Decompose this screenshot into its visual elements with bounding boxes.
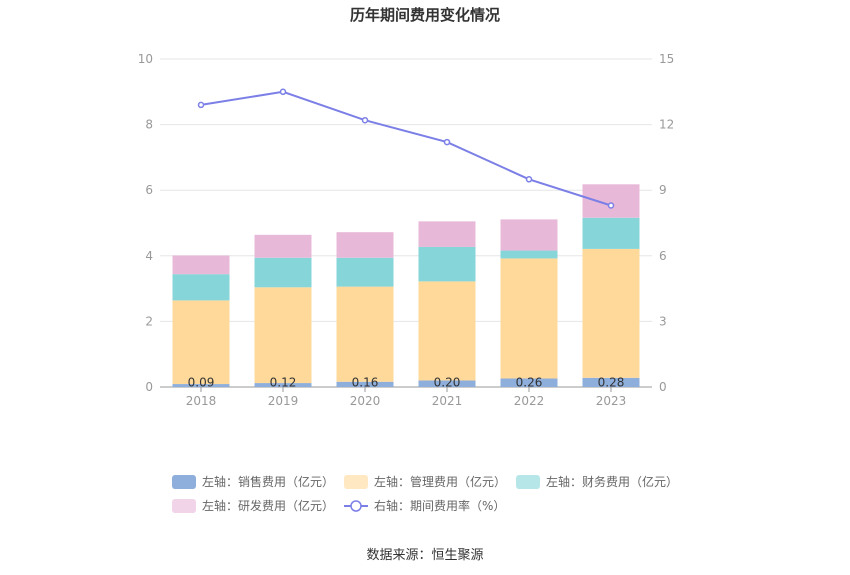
legend: 左轴：销售费用（亿元） 左轴：管理费用（亿元） 左轴：财务费用（亿元） 左轴：研发费用…	[172, 474, 678, 513]
bar-segment	[418, 281, 476, 381]
legend-line-marker	[350, 500, 362, 512]
y-right-tick-label: 9	[659, 183, 667, 197]
y-right-tick-label: 15	[659, 52, 674, 66]
legend-swatch	[172, 499, 196, 513]
x-tick-label: 2023	[596, 394, 627, 408]
y-left-tick-label: 2	[145, 314, 153, 328]
legend-swatch	[344, 475, 368, 489]
line-point	[197, 101, 205, 109]
bar-data-label: 0.16	[352, 376, 379, 390]
bar-segment	[254, 257, 312, 288]
y-left-tick-label: 6	[145, 183, 153, 197]
bar-segment	[500, 258, 558, 379]
line-point	[361, 116, 369, 124]
bar-layer	[172, 184, 640, 387]
bar-data-label: 0.09	[188, 376, 215, 390]
legend-swatch	[172, 475, 196, 489]
bar-data-label: 0.20	[434, 376, 461, 390]
legend-item: 左轴：研发费用（亿元）	[172, 498, 334, 513]
x-tick-label: 2019	[268, 394, 299, 408]
bar-segment	[582, 248, 640, 378]
bar-segment	[500, 250, 558, 259]
line-point	[607, 202, 615, 209]
y-right-tick-label: 3	[659, 314, 667, 328]
bar-segment	[500, 219, 558, 251]
y-left-tick-label: 4	[145, 249, 153, 263]
grid-layer	[160, 58, 652, 322]
y-left-tick-label: 10	[138, 52, 153, 66]
bar-segment	[582, 217, 640, 249]
x-tick-label: 2022	[514, 394, 545, 408]
x-tick-label: 2020	[350, 394, 381, 408]
bar-data-label: 0.12	[270, 376, 297, 390]
series-line	[200, 90, 612, 207]
x-tick-label: 2021	[432, 394, 463, 408]
bar-segment	[172, 274, 230, 301]
bar-segment	[418, 221, 476, 247]
y-left-tick-label: 8	[145, 118, 153, 132]
bar-segment	[418, 246, 476, 282]
bar-segment	[336, 286, 394, 382]
legend-swatch	[516, 475, 540, 489]
bar-segment	[500, 378, 558, 387]
legend-label: 左轴：研发费用（亿元）	[202, 498, 334, 513]
bar-segment	[254, 383, 312, 387]
bar-segment	[254, 287, 312, 384]
line-point	[443, 138, 451, 146]
line-layer	[197, 88, 615, 209]
line-point	[279, 88, 287, 96]
bar-segment	[336, 381, 394, 387]
legend-label: 左轴：财务费用（亿元）	[546, 474, 678, 489]
bar-segment	[336, 257, 394, 287]
y-right-tick-label: 12	[659, 118, 674, 132]
bar-data-label: 0.28	[598, 376, 625, 390]
bar-segment	[254, 234, 312, 258]
bar-segment	[582, 184, 640, 218]
chart-title: 历年期间费用变化情况	[350, 6, 500, 24]
axis-layer: 0 2 4 6 8 10 0 3 6 9 12 15 2018 2019 2020 2021 2022 2023	[138, 52, 675, 408]
bar-data-label: 0.26	[516, 376, 543, 390]
legend-item: 左轴：管理费用（亿元）	[344, 474, 506, 489]
bar-segment	[172, 255, 230, 275]
bar-segment	[172, 300, 230, 385]
y-left-tick-label: 0	[145, 380, 153, 394]
x-tick-label: 2018	[186, 394, 217, 408]
legend-label: 左轴：管理费用（亿元）	[374, 474, 506, 489]
bar-segment	[172, 384, 230, 387]
bar-segment	[336, 232, 394, 258]
bar-segment	[582, 377, 640, 387]
y-right-tick-label: 0	[659, 380, 667, 394]
label-layer: 0.09 0.12 0.16 0.20 0.26 0.28	[188, 376, 625, 390]
line-point	[525, 176, 533, 183]
legend-label: 右轴：期间费用率（%）	[374, 498, 505, 513]
legend-item: 右轴：期间费用率（%）	[344, 498, 505, 513]
y-right-tick-label: 6	[659, 249, 667, 263]
legend-item: 左轴：销售费用（亿元）	[172, 474, 334, 489]
legend-item: 左轴：财务费用（亿元）	[516, 474, 678, 489]
bar-segment	[418, 380, 476, 387]
source-note: 数据来源：恒生聚源	[366, 548, 483, 563]
legend-label: 左轴：销售费用（亿元）	[202, 474, 334, 489]
